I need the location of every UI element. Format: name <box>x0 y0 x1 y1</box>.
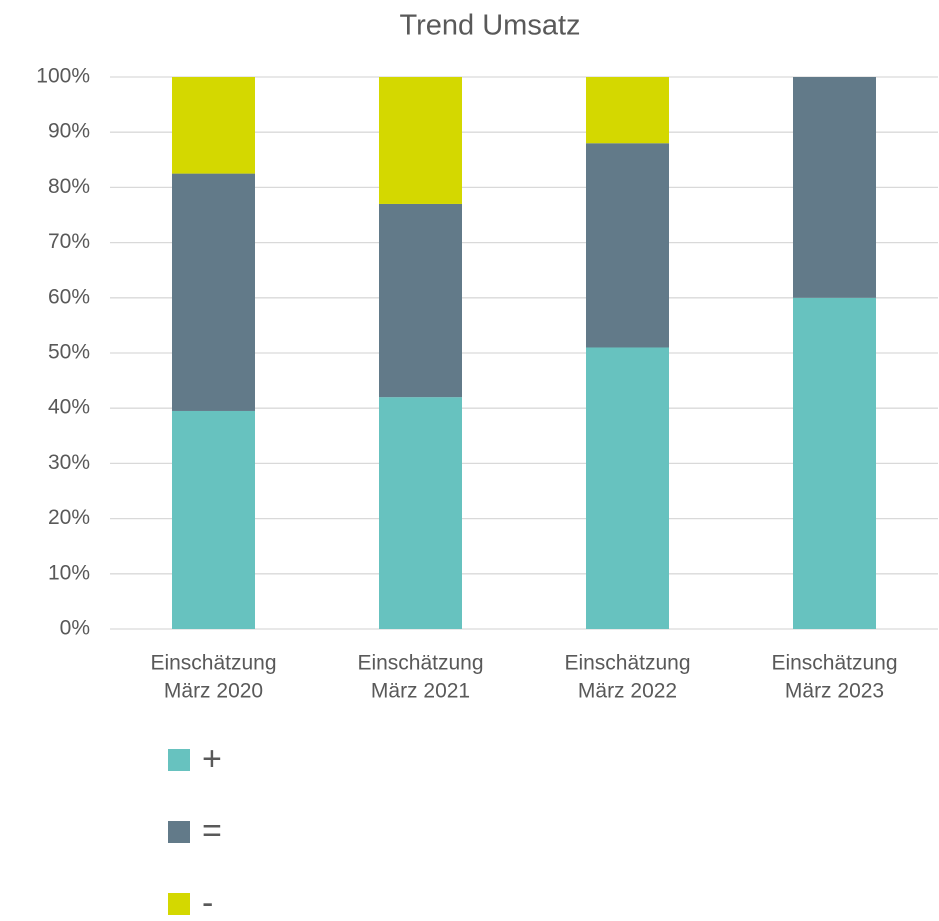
bar-segment <box>586 77 669 144</box>
x-tick-label: März 2020 <box>164 680 263 703</box>
x-tick-label: Einschätzung <box>564 652 690 675</box>
legend-swatch <box>168 893 190 915</box>
bar-segment <box>586 143 669 348</box>
y-tick-label: 10% <box>48 561 90 584</box>
legend-swatch <box>168 749 190 771</box>
bar-segment <box>793 77 876 298</box>
x-tick-label: März 2021 <box>371 680 470 703</box>
bar-segment <box>793 297 876 629</box>
x-tick-label: Einschätzung <box>357 652 483 675</box>
y-tick-label: 50% <box>48 341 90 364</box>
bar-segment <box>172 410 255 629</box>
y-tick-label: 60% <box>48 285 90 308</box>
bar-segment <box>379 397 462 629</box>
legend-label: = <box>202 812 222 850</box>
bar-segment <box>172 77 255 174</box>
x-tick-label: Einschätzung <box>771 652 897 675</box>
legend-swatch <box>168 821 190 843</box>
y-tick-label: 30% <box>48 451 90 474</box>
x-tick-label: März 2023 <box>785 680 884 703</box>
y-tick-label: 20% <box>48 506 90 529</box>
bar-segment <box>379 203 462 398</box>
y-tick-label: 100% <box>36 65 90 88</box>
bar-segment <box>172 173 255 411</box>
legend-label: - <box>202 884 213 921</box>
legend-label: + <box>202 740 222 778</box>
x-tick-label: Einschätzung <box>150 652 276 675</box>
chart-title: Trend Umsatz <box>399 10 580 42</box>
bar-segment <box>379 77 462 204</box>
y-tick-label: 80% <box>48 175 90 198</box>
y-tick-label: 90% <box>48 120 90 143</box>
y-tick-label: 40% <box>48 396 90 419</box>
bar-segment <box>586 347 669 629</box>
y-tick-label: 70% <box>48 230 90 253</box>
y-tick-label: 0% <box>60 617 90 640</box>
x-tick-label: März 2022 <box>578 680 677 703</box>
